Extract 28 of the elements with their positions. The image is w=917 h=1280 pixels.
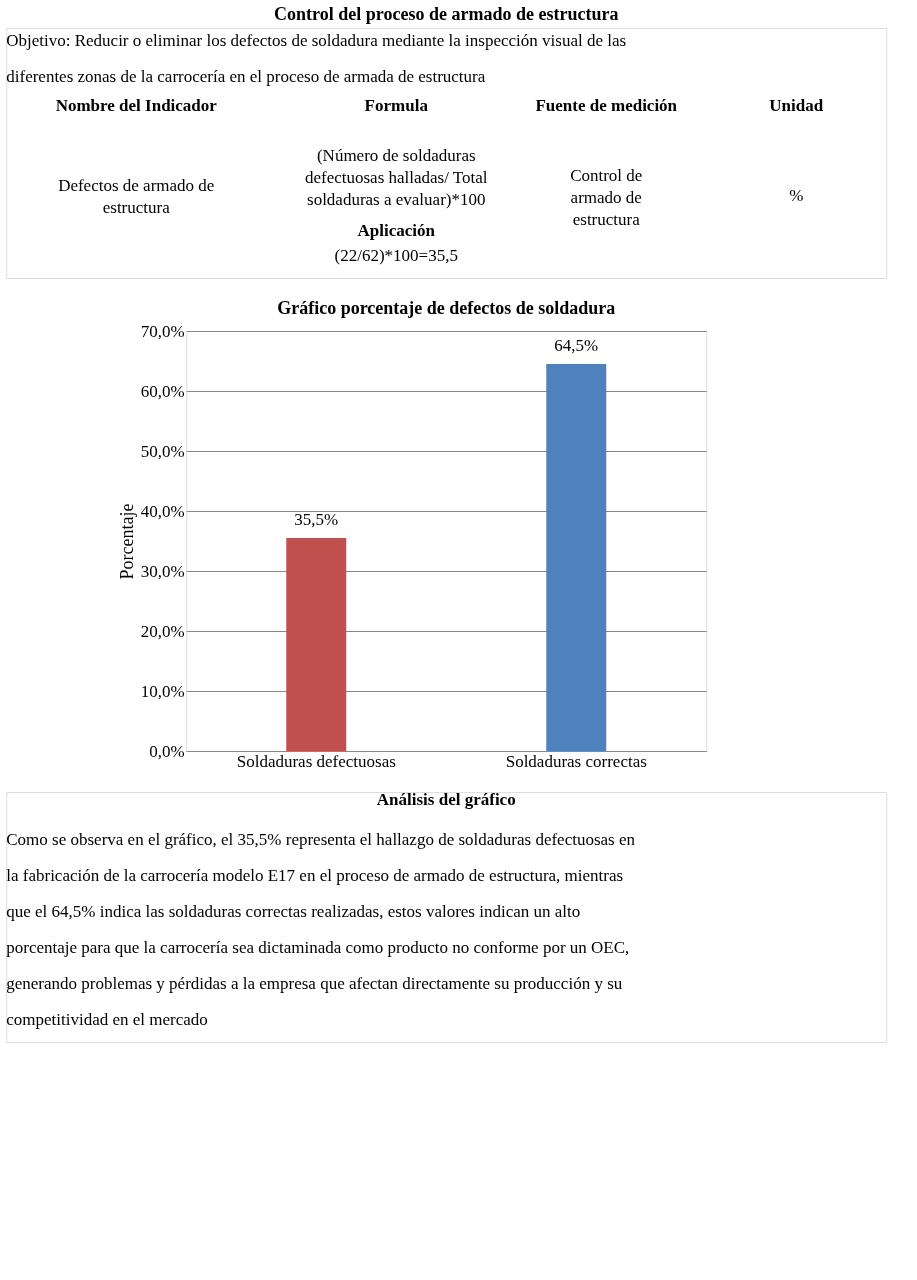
data-label: 64,5%	[554, 336, 599, 355]
y-tick-label: 20,0%	[140, 621, 185, 641]
text: Nombre del Indicador	[55, 96, 218, 115]
text: Unidad	[769, 96, 824, 115]
text: Control de armado de estructura	[570, 166, 643, 229]
text: %	[789, 186, 804, 205]
text: Formula	[364, 96, 429, 115]
y-tick-label: 50,0%	[140, 441, 185, 461]
y-tick-label: 10,0%	[140, 681, 185, 701]
text: Como se observa en el gráfico, el 35,5% representa el hallazgo de soldaduras defectuosas en la fabricación de la carrocería modelo E17 en el proceso de armado de estructura, mientras que el 64,5% indica las soldaduras correctas realizadas, estos valores indican un alto porcentaje para que la carrocería sea dictaminada como producto no conforme por un OEC, generando problemas y pérdidas a la empresa que afectan directamente su producción y su competitividad en el mercado	[6, 830, 636, 1029]
text: (Número de soldaduras defectuosas halladas/ Total soldaduras a evaluar)*100	[304, 146, 488, 209]
x-tick-label: Soldaduras defectuosas	[236, 751, 396, 771]
text: (22/62)*100=35,5	[334, 246, 458, 265]
y-tick-label: 0,0%	[149, 741, 185, 761]
text: Defectos de armado de estructura	[58, 176, 215, 217]
y-tick-label: 60,0%	[140, 381, 185, 401]
data-label: 35,5%	[294, 510, 339, 529]
y-axis-title: Porcentaje	[116, 503, 137, 580]
y-tick-label: 70,0%	[140, 321, 185, 341]
chart-title: Control del proceso de armado de estructura	[274, 4, 619, 24]
text: Objetivo: Reducir o eliminar los defectos de soldadura mediante la inspección visual de las diferentes zonas de la carrocería en el proceso de armada de estructura	[6, 31, 627, 86]
source-note: Fuente de medición	[535, 96, 678, 115]
y-tick-label: 30,0%	[140, 561, 185, 581]
x-tick-label: Soldaduras correctas	[505, 751, 647, 771]
text: Análisis del gráfico	[376, 790, 516, 809]
y-tick-label: 40,0%	[140, 501, 185, 521]
chart-subtitle: Gráfico porcentaje de defectos de soldadura	[277, 298, 616, 318]
text: Aplicación	[357, 221, 436, 240]
